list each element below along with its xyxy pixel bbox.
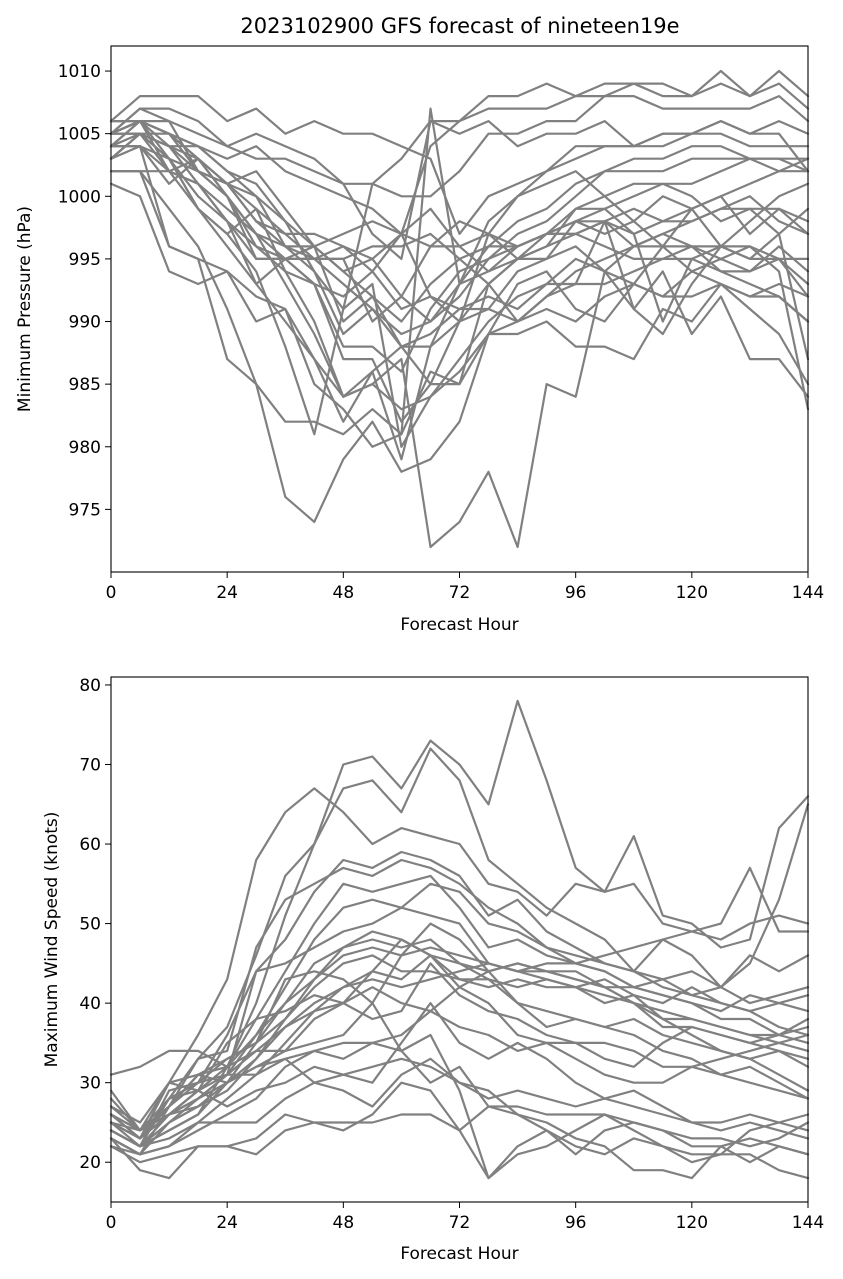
- pressure-axis-ticks: 0 24 48 72 96 120 144 975 980 985 990 995 1000 1005 10…: [58, 62, 824, 603]
- pressure-y-tick-label: 990: [69, 313, 101, 333]
- figure-title: 2023102900 GFS forecast of nineteen19e: [240, 14, 679, 38]
- wind-series-line-25: [109, 930, 810, 1132]
- pressure-series-line-19: [109, 145, 810, 411]
- wind-x-axis-label: Forecast Hour: [400, 1244, 518, 1264]
- pressure-axes-frame: [110, 45, 809, 573]
- wind-series-line-4: [109, 858, 810, 1156]
- pressure-x-tick-label: 48: [333, 583, 355, 603]
- wind-y-tick-label: 60: [79, 835, 101, 855]
- pressure-panel: 0 24 48 72 96 120 144 975 980 985 990 995 1000 1005 10…: [15, 45, 824, 635]
- wind-x-tick-label: 0: [106, 1213, 117, 1233]
- pressure-x-tick-label: 96: [565, 583, 587, 603]
- pressure-y-tick-label: 985: [69, 375, 101, 395]
- pressure-y-tick-label: 1000: [58, 187, 101, 207]
- wind-series-line-18: [109, 1057, 810, 1180]
- pressure-x-axis-label: Forecast Hour: [400, 615, 518, 635]
- wind-series-line-19: [109, 1033, 810, 1180]
- wind-series-line-2: [109, 747, 810, 1148]
- wind-y-tick-label: 80: [79, 676, 101, 696]
- pressure-y-tick-label: 995: [69, 250, 101, 270]
- wind-y-tick-label: 20: [79, 1153, 101, 1173]
- wind-y-tick-label: 50: [79, 915, 101, 935]
- pressure-series-line-4: [109, 94, 810, 260]
- wind-axes-frame: [110, 676, 809, 1203]
- pressure-series-line-24: [109, 145, 810, 436]
- wind-axis-ticks: 0 24 48 72 96 120 144 20 30 40 50 60 70 80: [79, 676, 824, 1233]
- pressure-series-line-20: [109, 132, 810, 323]
- wind-x-tick-label: 144: [792, 1213, 824, 1233]
- wind-x-tick-label: 96: [565, 1213, 587, 1233]
- wind-series-group: [109, 699, 810, 1180]
- wind-y-tick-label: 40: [79, 994, 101, 1014]
- pressure-x-tick-label: 144: [792, 583, 824, 603]
- pressure-series-group: [109, 69, 810, 549]
- wind-series-line-20: [109, 1081, 810, 1180]
- pressure-y-tick-label: 1010: [58, 62, 101, 82]
- wind-x-tick-label: 48: [333, 1213, 355, 1233]
- wind-y-tick-label: 30: [79, 1074, 101, 1094]
- pressure-series-line-21: [109, 132, 810, 323]
- wind-series-line-22: [109, 954, 810, 1140]
- pressure-x-tick-label: 0: [106, 583, 117, 603]
- pressure-y-axis-label: Minimum Pressure (hPa): [15, 206, 35, 412]
- pressure-x-tick-label: 24: [216, 583, 238, 603]
- wind-panel: 0 24 48 72 96 120 144 20 30 40 50 60 70 80 Forecast H…: [42, 676, 824, 1264]
- pressure-y-tick-label: 980: [69, 438, 101, 458]
- pressure-x-tick-label: 72: [449, 583, 471, 603]
- wind-y-axis-label: Maximum Wind Speed (knots): [42, 812, 62, 1068]
- wind-x-tick-label: 72: [449, 1213, 471, 1233]
- wind-y-tick-label: 70: [79, 756, 101, 776]
- wind-x-tick-label: 24: [216, 1213, 238, 1233]
- pressure-series-line-25: [109, 170, 810, 524]
- wind-series-line-23: [109, 962, 810, 1148]
- wind-x-tick-label: 120: [676, 1213, 708, 1233]
- wind-series-line-14: [109, 1001, 810, 1156]
- pressure-series-line-26: [109, 132, 810, 549]
- pressure-y-tick-label: 975: [69, 500, 101, 520]
- pressure-y-tick-label: 1005: [58, 125, 101, 145]
- pressure-series-line-22: [109, 119, 810, 311]
- pressure-x-tick-label: 120: [676, 583, 708, 603]
- wind-series-line-26: [109, 906, 810, 1148]
